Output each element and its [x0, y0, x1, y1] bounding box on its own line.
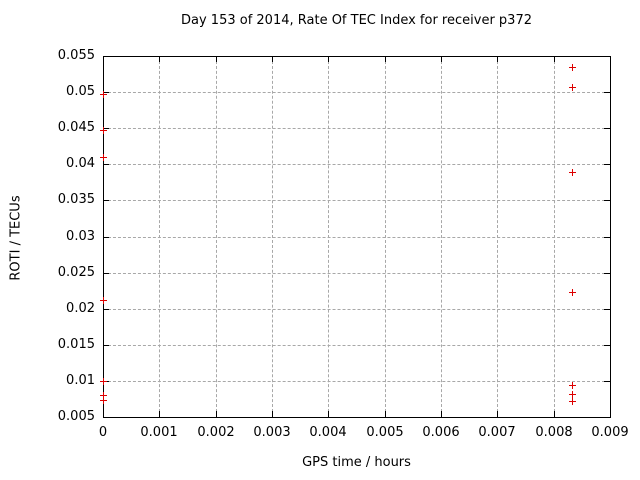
y-tick-label: 0.015: [57, 337, 95, 352]
x-tick-bottom: [159, 411, 160, 417]
chart-title: Day 153 of 2014, Rate Of TEC Index for r…: [181, 13, 532, 28]
data-point-marker: [569, 84, 576, 91]
gridline-vertical: [216, 56, 217, 417]
data-point-marker: [569, 391, 576, 398]
x-tick-label: 0.009: [591, 425, 629, 440]
y-tick-right: [604, 273, 610, 274]
gridline-horizontal: [103, 273, 610, 274]
gridline-vertical: [554, 56, 555, 417]
y-tick-left: [103, 237, 109, 238]
gridline-horizontal: [103, 237, 610, 238]
x-tick-bottom: [554, 411, 555, 417]
x-tick-bottom: [272, 411, 273, 417]
data-point-marker: [569, 382, 576, 389]
y-axis-title: ROTI / TECUs: [8, 195, 24, 281]
x-tick-label: 0: [98, 425, 108, 440]
gridline-vertical: [385, 56, 386, 417]
x-tick-top: [159, 56, 160, 62]
y-tick-right: [604, 56, 610, 57]
y-tick-label: 0.055: [57, 48, 95, 63]
y-tick-label: 0.045: [57, 120, 95, 135]
x-tick-bottom: [328, 411, 329, 417]
y-tick-left: [103, 345, 109, 346]
y-tick-right: [604, 164, 610, 165]
y-tick-right: [604, 128, 610, 129]
gridline-horizontal: [103, 92, 610, 93]
y-tick-right: [604, 200, 610, 201]
x-axis-title: GPS time / hours: [302, 455, 411, 470]
x-tick-top: [216, 56, 217, 62]
x-tick-label: 0.002: [197, 425, 235, 440]
gridline-vertical: [159, 56, 160, 417]
x-tick-bottom: [610, 411, 611, 417]
data-point-marker: [569, 289, 576, 296]
y-tick-left: [103, 128, 109, 129]
gridline-vertical: [441, 56, 442, 417]
gridline-vertical: [272, 56, 273, 417]
y-tick-label: 0.05: [66, 84, 95, 99]
data-point-marker: [100, 127, 107, 134]
gridline-horizontal: [103, 200, 610, 201]
data-point-marker: [100, 154, 107, 161]
x-tick-label: 0.003: [253, 425, 291, 440]
x-tick-bottom: [385, 411, 386, 417]
y-tick-right: [604, 237, 610, 238]
x-tick-top: [497, 56, 498, 62]
x-tick-top: [385, 56, 386, 62]
data-point-marker: [100, 378, 107, 385]
data-point-marker: [569, 398, 576, 405]
data-point-marker: [569, 169, 576, 176]
x-tick-top: [272, 56, 273, 62]
y-tick-label: 0.04: [66, 156, 95, 171]
y-tick-label: 0.03: [66, 229, 95, 244]
gridline-horizontal: [103, 345, 610, 346]
y-tick-left: [103, 309, 109, 310]
x-tick-bottom: [441, 411, 442, 417]
y-tick-right: [604, 309, 610, 310]
y-tick-left: [103, 417, 109, 418]
data-point-marker: [100, 297, 107, 304]
x-tick-top: [441, 56, 442, 62]
y-tick-left: [103, 92, 109, 93]
x-tick-bottom: [216, 411, 217, 417]
y-tick-label: 0.025: [57, 265, 95, 280]
y-tick-right: [604, 417, 610, 418]
gridline-horizontal: [103, 381, 610, 382]
y-tick-right: [604, 381, 610, 382]
x-tick-bottom: [497, 411, 498, 417]
y-tick-right: [604, 92, 610, 93]
gridline-vertical: [328, 56, 329, 417]
gridline-horizontal: [103, 309, 610, 310]
x-tick-top: [554, 56, 555, 62]
x-tick-top: [328, 56, 329, 62]
y-tick-label: 0.005: [57, 409, 95, 424]
data-point-marker: [569, 64, 576, 71]
y-tick-label: 0.02: [66, 301, 95, 316]
gridline-horizontal: [103, 164, 610, 165]
gridline-horizontal: [103, 128, 610, 129]
data-point-marker: [100, 91, 107, 98]
x-tick-label: 0.008: [535, 425, 573, 440]
y-tick-left: [103, 273, 109, 274]
y-tick-label: 0.01: [66, 373, 95, 388]
x-tick-label: 0.006: [422, 425, 460, 440]
y-tick-left: [103, 200, 109, 201]
x-tick-label: 0.004: [309, 425, 347, 440]
y-tick-left: [103, 56, 109, 57]
y-tick-right: [604, 345, 610, 346]
gridline-vertical: [497, 56, 498, 417]
y-tick-left: [103, 164, 109, 165]
x-tick-label: 0.001: [140, 425, 178, 440]
x-tick-top: [610, 56, 611, 62]
data-point-marker: [100, 397, 107, 404]
x-tick-label: 0.005: [366, 425, 404, 440]
x-tick-label: 0.007: [478, 425, 516, 440]
y-tick-label: 0.035: [57, 192, 95, 207]
